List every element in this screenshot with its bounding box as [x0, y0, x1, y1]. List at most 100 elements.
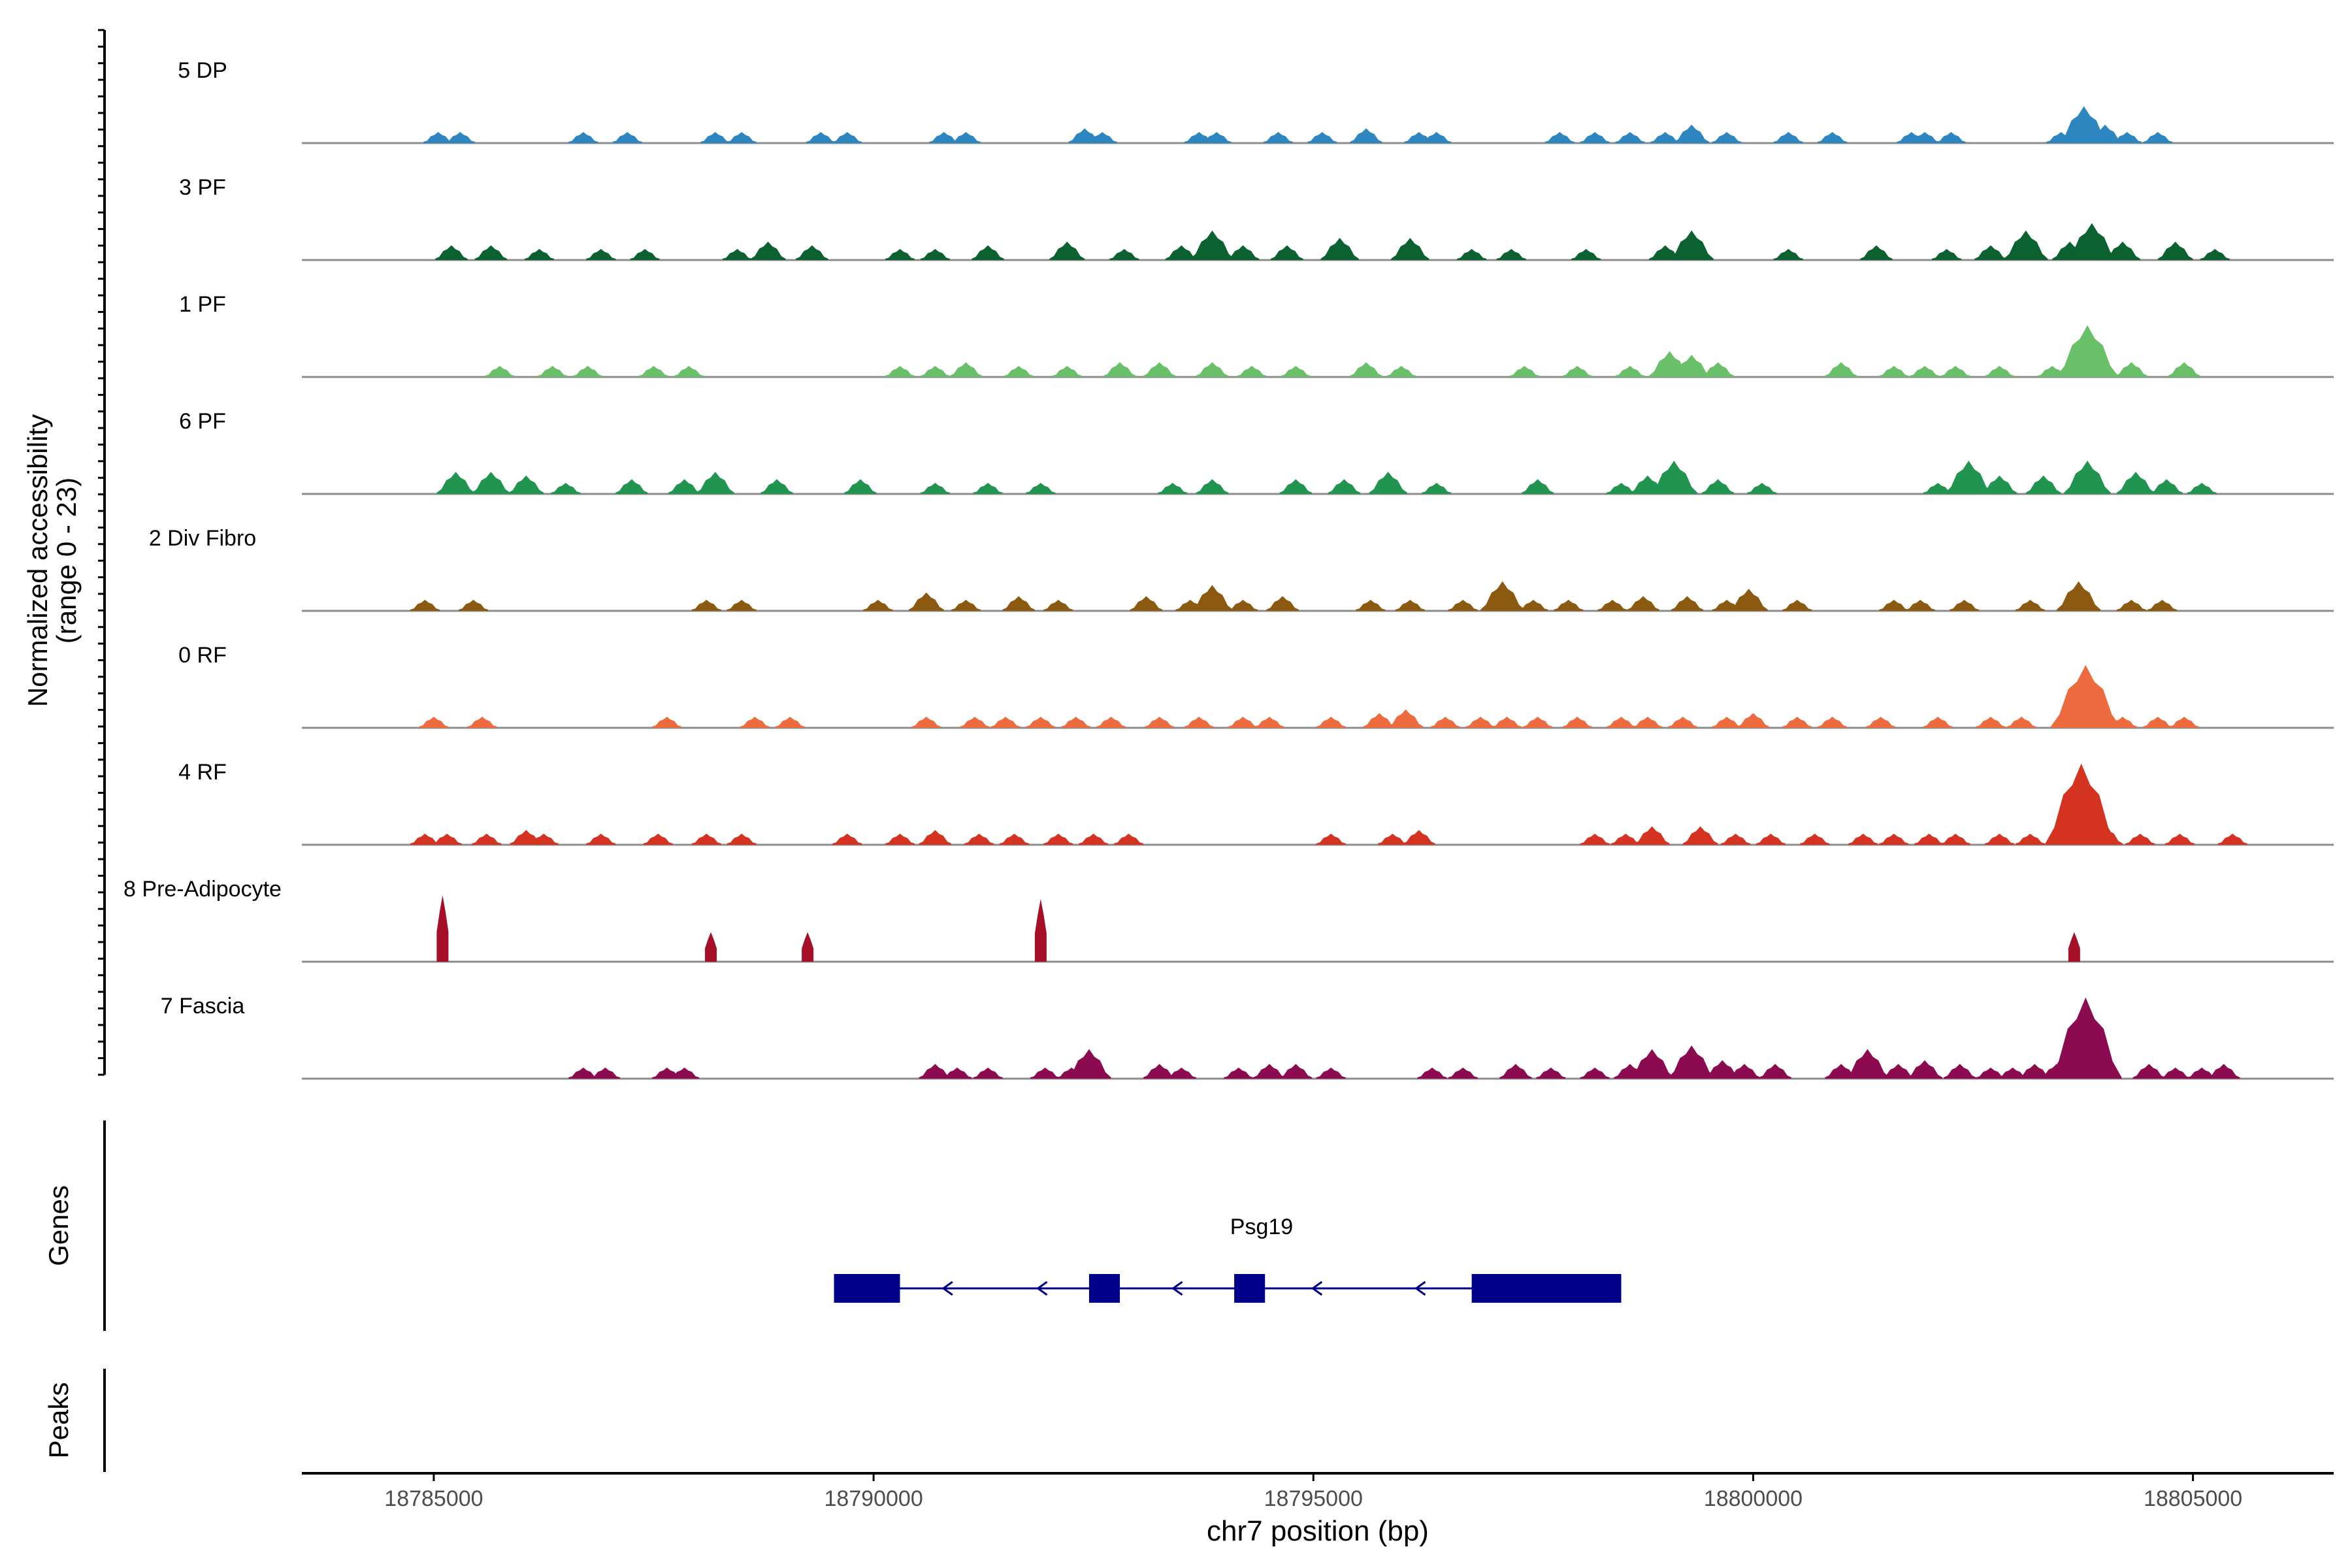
gene-exon [1471, 1274, 1622, 1303]
coverage-peak [568, 1068, 598, 1079]
coverage-peak [2068, 932, 2080, 962]
coverage-peak [2056, 581, 2101, 611]
coverage-peak [885, 366, 915, 377]
coverage-peak [419, 717, 449, 728]
coverage-peak [1196, 362, 1229, 377]
coverage-peak [920, 249, 950, 260]
coverage-peak [1974, 245, 2007, 260]
coverage-peak [2104, 241, 2140, 260]
track-0: 5 DP [178, 58, 2334, 144]
coverage-peak [1522, 717, 1553, 728]
coverage-peak [1905, 600, 1935, 611]
coverage-peak [1630, 1049, 1674, 1079]
coverage-peak [1448, 1068, 1478, 1079]
coverage-peak [1043, 600, 1073, 611]
coverage-peak [740, 717, 770, 728]
coverage-peak [538, 366, 568, 377]
x-tick-label: 18805000 [2144, 1486, 2242, 1511]
coverage-peak [630, 249, 660, 260]
coverage-peak [1756, 834, 1786, 845]
x-tick-label: 18785000 [384, 1486, 483, 1511]
x-axis: 18785000 18790000 18795000 18800000 18805000 [302, 1472, 2334, 1511]
coverage-peak [1982, 475, 2017, 494]
coverage-peak [1940, 834, 1970, 845]
coverage-peak [844, 479, 877, 494]
coverage-peak [1984, 366, 2014, 377]
coverage-peak [1879, 600, 1909, 611]
coverage-peak [2116, 600, 2146, 611]
coverage-peak [472, 834, 502, 845]
coverage-peak [1087, 132, 1117, 143]
track-3: 6 PF [179, 409, 2334, 495]
coverage-peak [1940, 366, 1970, 377]
strand-arrow-icon [1036, 1281, 1048, 1296]
coverage-peak [615, 479, 648, 494]
coverage-peak [1279, 1064, 1313, 1079]
tracks: 5 DP 3 PF 1 PF 6 PF 2 Div Fibro 0 RF 4 RF 8 Pre… [123, 58, 2334, 1080]
coverage-peak [1879, 366, 1909, 377]
coverage-peak [863, 600, 893, 611]
coverage-peak [1562, 366, 1592, 377]
coverage-peak [727, 600, 757, 611]
coverage-peak [1848, 834, 1878, 845]
track-5: 0 RF [178, 643, 2334, 729]
coverage-peak [1457, 249, 1487, 260]
coverage-peak [508, 475, 544, 494]
coverage-peak [2187, 483, 2217, 494]
coverage-peak [674, 366, 704, 377]
coverage-peak [1606, 717, 1637, 728]
coverage-peak [832, 834, 862, 845]
coverage-peak [1316, 1068, 1346, 1079]
x-tick-label: 18800000 [1704, 1486, 1803, 1511]
coverage-peak [727, 834, 757, 845]
coverage-peak [1377, 834, 1408, 845]
coverage-peak [1825, 362, 1857, 377]
track-label: 2 Div Fibro [149, 526, 256, 551]
coverage-peak [1671, 596, 1704, 611]
coverage-peak [972, 245, 1004, 260]
track-1: 3 PF [179, 175, 2334, 261]
coverage-peak [1976, 717, 2006, 728]
coverage-peak [1701, 479, 1735, 494]
coverage-peak [1166, 1068, 1196, 1079]
coverage-peak [568, 132, 598, 143]
coverage-peak [2169, 717, 2199, 728]
y-axis [98, 29, 106, 1076]
strand-arrow-icon [1414, 1281, 1426, 1296]
coverage-peak [1923, 717, 1953, 728]
coverage-peak [1747, 483, 1777, 494]
coverage-peak [638, 366, 669, 377]
coverage-peak [1674, 124, 1710, 143]
coverage-peak [2087, 826, 2123, 845]
track-label: 8 Pre-Adipocyte [123, 877, 282, 902]
coverage-peak [1034, 898, 1047, 962]
coverage-peak [1369, 472, 1407, 494]
coverage-peak [1720, 834, 1751, 845]
coverage-peak [2018, 1064, 2051, 1079]
coverage-peak [1043, 834, 1073, 845]
coverage-peak [1004, 366, 1034, 377]
coverage-peak [1923, 483, 1953, 494]
coverage-peak [524, 249, 555, 260]
coverage-peak [1145, 717, 1175, 728]
coverage-peak [445, 132, 475, 143]
coverage-peak [1067, 1049, 1111, 1079]
coverage-peak [2161, 1068, 2191, 1079]
track-7: 8 Pre-Adipocyte [123, 877, 2334, 963]
genes-panel-label: Genes [43, 1185, 74, 1266]
coverage-peak [1079, 834, 1109, 845]
coverage-peak [590, 1068, 621, 1079]
coverage-peak [1782, 717, 1812, 728]
coverage-peak [1143, 1064, 1176, 1079]
coverage-peak [990, 717, 1021, 728]
coverage-peak [1682, 826, 1718, 845]
coverage-peak [1668, 717, 1698, 728]
coverage-peak [1817, 717, 1848, 728]
coverage-peak [1729, 589, 1768, 611]
coverage-peak [806, 132, 836, 143]
coverage-peak [1113, 834, 1144, 845]
coverage-peak [2004, 230, 2048, 260]
coverage-peak [920, 366, 950, 377]
coverage-peak [1914, 834, 1944, 845]
coverage-peak [474, 245, 508, 260]
